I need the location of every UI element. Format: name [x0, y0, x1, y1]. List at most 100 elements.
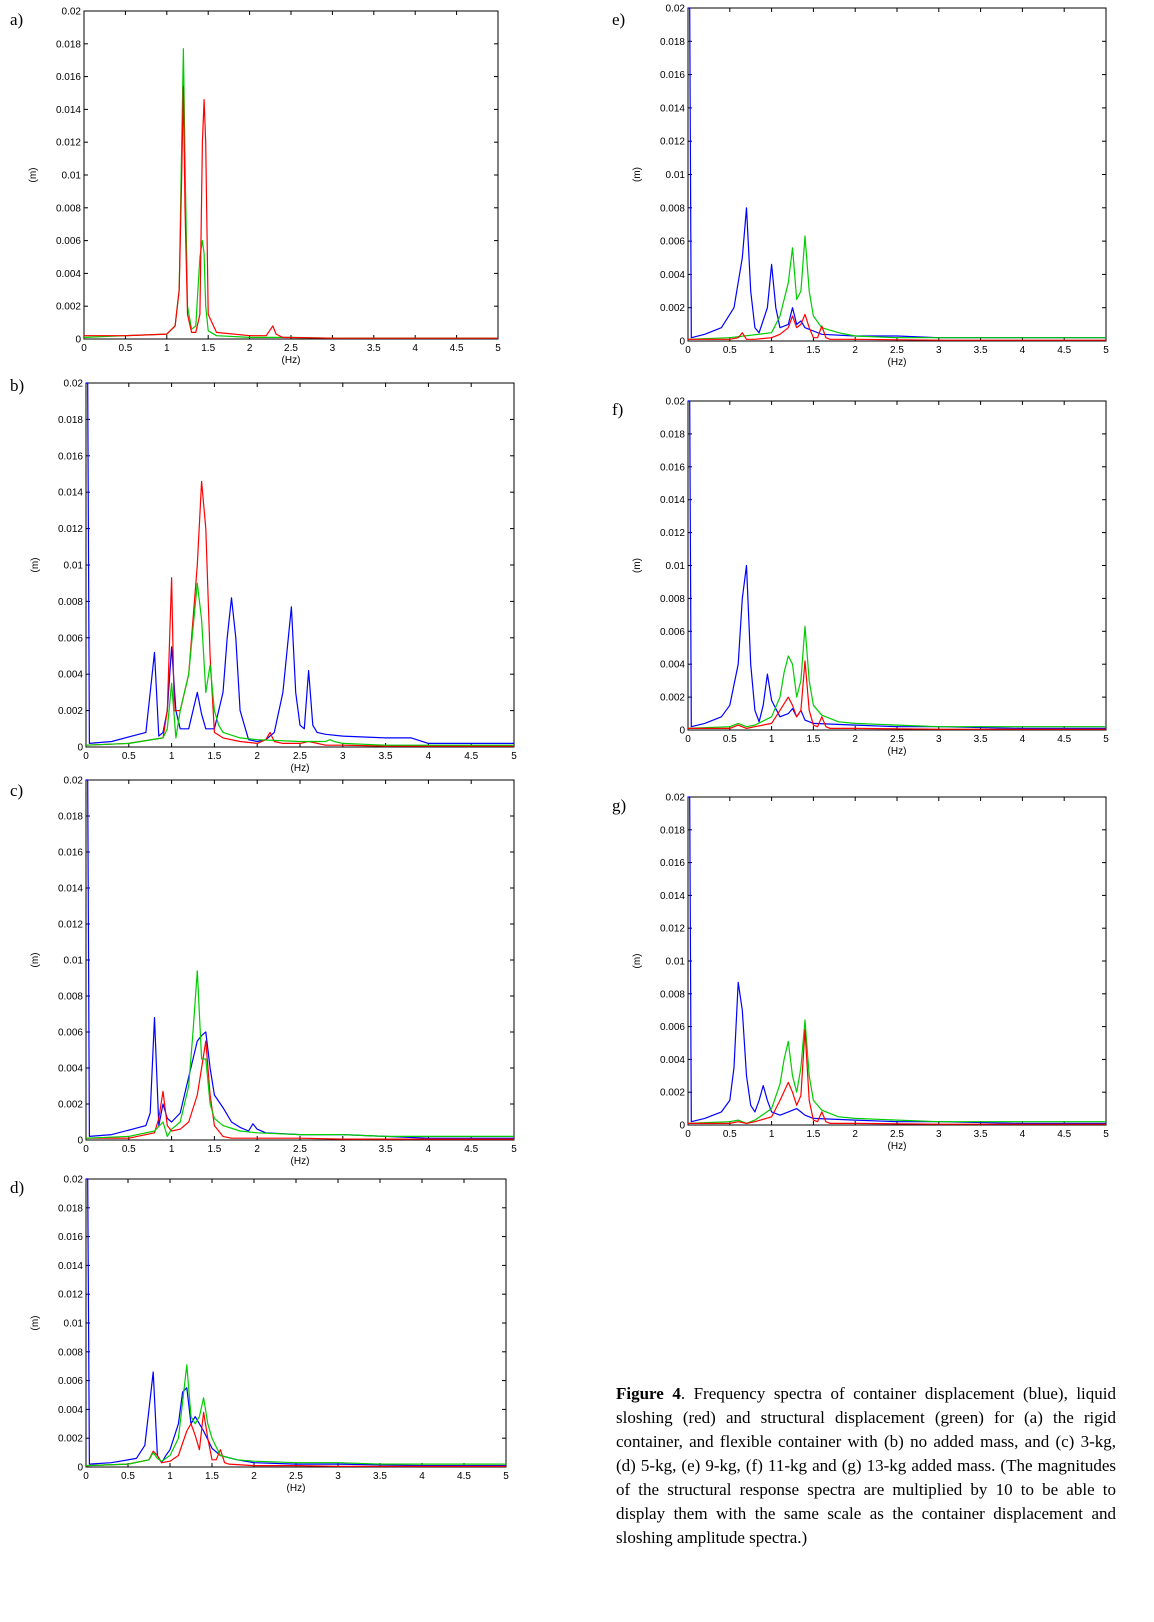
y-axis-label: (m) — [30, 558, 41, 573]
x-tick-label: 3 — [340, 1144, 346, 1155]
panel-label: c) — [10, 781, 24, 800]
x-axis-label: (Hz) — [888, 357, 907, 368]
spectrum-chart: 0 0.002 0.004 0.006 0.008 0.01 0.012 0.014 0.016… — [632, 4, 1109, 369]
series-line — [85, 582, 514, 746]
x-tick-label: 4.5 — [1057, 734, 1071, 745]
series-line — [86, 1178, 506, 1467]
y-tick-label: 0.016 — [56, 72, 81, 83]
x-tick-label: 2.5 — [293, 751, 307, 762]
caption-text: . Frequency spectra of container displac… — [616, 1384, 1116, 1547]
y-tick-label: 0 — [679, 337, 685, 348]
y-tick-label: 0.008 — [58, 1347, 83, 1358]
series-line — [688, 313, 1106, 341]
x-tick-label: 2.5 — [284, 343, 298, 354]
y-tick-label: 0.006 — [660, 627, 685, 638]
panel-label: a) — [10, 10, 24, 29]
x-tick-label: 3 — [936, 345, 942, 356]
x-tick-label: 4.5 — [450, 343, 464, 354]
series-line — [86, 382, 514, 744]
y-tick-label: 0.02 — [62, 7, 82, 18]
y-tick-label: 0 — [77, 743, 83, 754]
x-tick-label: 3.5 — [974, 1129, 988, 1140]
spectrum-chart: 0 0.002 0.004 0.006 0.008 0.01 0.012 0.014 0.016… — [30, 776, 517, 1168]
y-tick-label: 0.018 — [660, 37, 685, 48]
y-tick-label: 0.006 — [660, 1022, 685, 1033]
x-tick-label: 2.5 — [890, 345, 904, 356]
x-tick-label: 5 — [511, 1144, 517, 1155]
y-tick-label: 0.01 — [666, 170, 686, 181]
x-axis-label: (Hz) — [888, 1141, 907, 1152]
series-line — [688, 1029, 1106, 1125]
panel-label: d) — [10, 1178, 25, 1197]
y-tick-label: 0.016 — [58, 848, 83, 859]
y-tick-label: 0 — [75, 335, 81, 346]
y-tick-label: 0.01 — [64, 1319, 84, 1330]
x-tick-label: 3.5 — [379, 751, 393, 762]
y-tick-label: 0.006 — [58, 1376, 83, 1387]
x-tick-label: 4 — [426, 751, 432, 762]
y-tick-label: 0.016 — [660, 858, 685, 869]
x-tick-label: 2 — [247, 343, 253, 354]
y-tick-label: 0.02 — [64, 1175, 84, 1186]
y-tick-label: 0.01 — [62, 171, 82, 182]
y-tick-label: 0.016 — [660, 462, 685, 473]
plot-area — [85, 382, 515, 748]
y-tick-label: 0 — [679, 726, 685, 737]
x-tick-label: 4 — [1020, 734, 1026, 745]
x-tick-label: 2.5 — [289, 1471, 303, 1482]
y-tick-label: 0.012 — [58, 920, 83, 931]
x-tick-label: 5 — [495, 343, 501, 354]
y-axis-label: (m) — [632, 167, 643, 182]
y-tick-label: 0.014 — [58, 884, 83, 895]
y-tick-label: 0.02 — [666, 4, 686, 15]
x-tick-label: 0.5 — [723, 1129, 737, 1140]
series-line — [84, 85, 498, 339]
plot-area — [687, 796, 1107, 1126]
x-tick-label: 0 — [685, 734, 691, 745]
y-axis-label: (m) — [30, 1316, 41, 1331]
y-tick-label: 0.018 — [58, 812, 83, 823]
y-tick-label: 0.012 — [660, 137, 685, 148]
y-tick-label: 0.012 — [58, 524, 83, 535]
y-tick-label: 0.008 — [660, 203, 685, 214]
x-tick-label: 3 — [936, 1129, 942, 1140]
y-tick-label: 0.016 — [660, 70, 685, 81]
y-tick-label: 0.01 — [666, 957, 686, 968]
y-tick-label: 0.02 — [64, 379, 84, 390]
x-tick-label: 5 — [511, 751, 517, 762]
x-tick-label: 3.5 — [974, 734, 988, 745]
x-tick-label: 0 — [81, 343, 87, 354]
plot-area — [687, 400, 1107, 731]
x-tick-label: 1.5 — [207, 751, 221, 762]
y-axis-label: (m) — [30, 953, 41, 968]
x-tick-label: 1 — [769, 1129, 775, 1140]
y-tick-label: 0.01 — [666, 561, 686, 572]
y-tick-label: 0.01 — [64, 956, 84, 967]
series-line — [687, 235, 1106, 340]
x-tick-label: 0.5 — [723, 734, 737, 745]
y-tick-label: 0.016 — [58, 1232, 83, 1243]
y-tick-label: 0.018 — [660, 429, 685, 440]
y-tick-label: 0.004 — [660, 270, 685, 281]
x-tick-label: 1 — [169, 1144, 175, 1155]
y-tick-label: 0.014 — [58, 488, 83, 499]
x-tick-label: 1 — [769, 345, 775, 356]
spectrum-chart: 0 0.002 0.004 0.006 0.008 0.01 0.012 0.014 0.016… — [28, 7, 501, 367]
x-tick-label: 0.5 — [122, 751, 136, 762]
spectrum-chart: 0 0.002 0.004 0.006 0.008 0.01 0.012 0.014 0.016… — [30, 379, 517, 775]
y-axis-label: (m) — [632, 954, 643, 969]
y-tick-label: 0.006 — [58, 633, 83, 644]
y-axis-label: (m) — [28, 168, 39, 183]
y-tick-label: 0.002 — [58, 1434, 83, 1445]
x-tick-label: 1.5 — [806, 345, 820, 356]
x-tick-label: 0 — [83, 751, 89, 762]
x-tick-label: 2 — [254, 1144, 260, 1155]
series-line — [85, 970, 514, 1139]
x-tick-label: 4.5 — [464, 1144, 478, 1155]
series-line — [687, 1019, 1106, 1124]
x-tick-label: 0.5 — [122, 1144, 136, 1155]
x-tick-label: 1 — [769, 734, 775, 745]
x-tick-label: 3 — [335, 1471, 341, 1482]
y-tick-label: 0.014 — [56, 105, 81, 116]
x-tick-label: 4.5 — [1057, 345, 1071, 356]
